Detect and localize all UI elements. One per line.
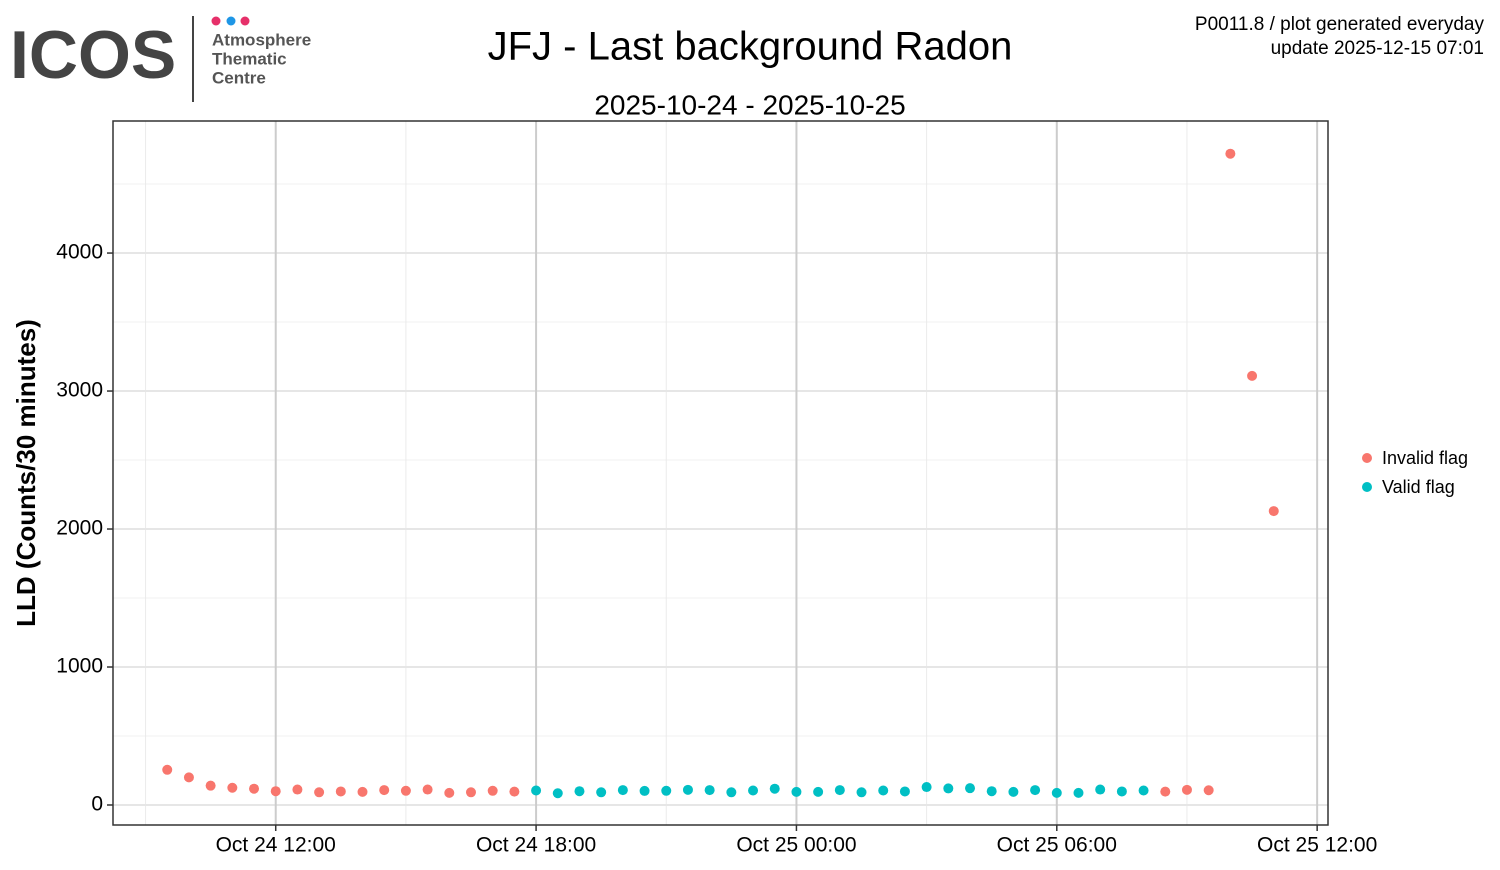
- point: [1138, 785, 1149, 796]
- logo-dot: [211, 16, 221, 26]
- point: [422, 784, 433, 795]
- point: [748, 785, 759, 796]
- point: [878, 785, 889, 796]
- y-tick-label: 1000: [56, 655, 103, 678]
- point: [509, 786, 520, 797]
- point: [639, 785, 650, 796]
- chart-title: JFJ - Last background Radon: [488, 25, 1013, 69]
- point: [205, 780, 216, 791]
- point: [704, 785, 715, 796]
- legend-swatch: [1362, 453, 1372, 463]
- logo-line: Centre: [212, 68, 266, 87]
- point: [596, 787, 607, 798]
- logo-line: Atmosphere: [212, 30, 311, 49]
- logo-dot: [240, 16, 250, 26]
- plot-border: [112, 120, 1329, 826]
- point: [921, 782, 932, 793]
- point: [965, 783, 976, 794]
- point: [379, 785, 390, 796]
- point: [1073, 787, 1084, 798]
- x-tick-label: Oct 25 00:00: [736, 834, 856, 857]
- point: [1051, 787, 1062, 798]
- logo-line: Thematic: [212, 49, 287, 68]
- point: [769, 783, 780, 794]
- point: [552, 788, 563, 799]
- point: [986, 786, 997, 797]
- y-tick-label: 2000: [56, 517, 103, 540]
- y-tick-label: 0: [91, 793, 103, 816]
- chart-subtitle: 2025-10-24 - 2025-10-25: [594, 89, 905, 120]
- point: [487, 785, 498, 796]
- point: [400, 785, 411, 796]
- x-tick-label: Oct 24 18:00: [476, 834, 596, 857]
- point: [574, 786, 585, 797]
- point: [791, 786, 802, 797]
- legend-label: Valid flag: [1382, 477, 1455, 497]
- point: [270, 786, 281, 797]
- point: [682, 784, 693, 795]
- point: [899, 786, 910, 797]
- note: update 2025-12-15 07:01: [1271, 38, 1484, 59]
- point: [444, 787, 455, 798]
- point: [1247, 370, 1258, 381]
- point: [1268, 506, 1279, 517]
- point: [292, 784, 303, 795]
- point: [661, 785, 672, 796]
- x-tick-label: Oct 25 06:00: [997, 834, 1117, 857]
- x-tick-label: Oct 25 12:00: [1257, 834, 1377, 857]
- point: [227, 782, 238, 793]
- point: [1116, 786, 1127, 797]
- point: [357, 786, 368, 797]
- point: [1160, 786, 1171, 797]
- point: [1203, 785, 1214, 796]
- x-tick-label: Oct 24 12:00: [216, 834, 336, 857]
- point: [617, 785, 628, 796]
- legend-label: Invalid flag: [1382, 448, 1468, 468]
- point: [1008, 786, 1019, 797]
- point: [1225, 148, 1236, 159]
- legend-swatch: [1362, 482, 1372, 492]
- point: [1181, 784, 1192, 795]
- point: [183, 772, 194, 783]
- logo-name: ICOS: [10, 17, 176, 93]
- logo-dot: [226, 16, 236, 26]
- point: [249, 783, 260, 794]
- y-tick-label: 3000: [56, 379, 103, 402]
- point: [531, 785, 542, 796]
- y-axis-label: LLD (Counts/30 minutes): [11, 319, 41, 627]
- logo: ICOS Atmosphere Thematic Centre: [10, 16, 311, 102]
- y-tick-label: 4000: [56, 241, 103, 264]
- point: [335, 786, 346, 797]
- point: [856, 787, 867, 798]
- point: [726, 787, 737, 798]
- point: [314, 787, 325, 798]
- point: [943, 783, 954, 794]
- point: [1095, 784, 1106, 795]
- point: [1030, 785, 1041, 796]
- note: P0011.8 / plot generated everyday: [1195, 14, 1485, 35]
- point: [465, 787, 476, 798]
- point: [162, 764, 173, 775]
- point: [834, 785, 845, 796]
- point: [813, 786, 824, 797]
